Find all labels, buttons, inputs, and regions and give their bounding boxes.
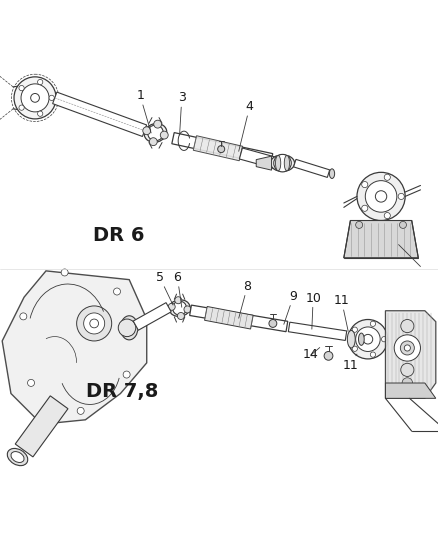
Text: DR 6: DR 6 — [92, 227, 144, 245]
Circle shape — [148, 125, 163, 141]
Circle shape — [402, 378, 413, 388]
Circle shape — [394, 335, 420, 361]
Polygon shape — [288, 322, 347, 341]
Circle shape — [14, 77, 56, 119]
Ellipse shape — [276, 156, 281, 171]
Circle shape — [384, 174, 390, 180]
Text: DR 7,8: DR 7,8 — [86, 382, 159, 401]
Polygon shape — [193, 136, 243, 161]
Circle shape — [365, 181, 397, 212]
Circle shape — [49, 95, 54, 101]
Circle shape — [381, 336, 387, 342]
Circle shape — [218, 146, 225, 152]
Polygon shape — [133, 303, 171, 330]
Polygon shape — [385, 383, 436, 398]
Circle shape — [143, 127, 151, 135]
Circle shape — [38, 79, 43, 85]
Circle shape — [175, 297, 182, 304]
Circle shape — [400, 341, 414, 355]
Circle shape — [324, 351, 333, 360]
Circle shape — [375, 191, 387, 202]
Text: 10: 10 — [305, 292, 321, 329]
Polygon shape — [293, 159, 330, 177]
Circle shape — [357, 172, 405, 221]
Text: 11: 11 — [343, 354, 358, 372]
Ellipse shape — [11, 451, 24, 463]
Text: 6: 6 — [173, 271, 182, 307]
Polygon shape — [15, 396, 68, 457]
Ellipse shape — [329, 169, 335, 179]
Text: 3: 3 — [178, 91, 186, 135]
Ellipse shape — [124, 320, 134, 335]
Circle shape — [274, 155, 291, 172]
Circle shape — [184, 306, 191, 313]
Text: 14: 14 — [303, 348, 320, 361]
Ellipse shape — [7, 448, 28, 466]
Circle shape — [118, 319, 136, 336]
Ellipse shape — [270, 155, 294, 172]
Circle shape — [90, 319, 99, 328]
Circle shape — [399, 221, 406, 229]
Text: 11: 11 — [334, 294, 350, 332]
Circle shape — [160, 131, 168, 139]
Ellipse shape — [120, 316, 138, 340]
Ellipse shape — [144, 124, 167, 142]
Circle shape — [168, 303, 175, 310]
Circle shape — [20, 313, 27, 320]
Circle shape — [356, 327, 380, 351]
Circle shape — [362, 205, 368, 211]
Circle shape — [398, 193, 404, 199]
Text: 5: 5 — [156, 271, 173, 305]
Ellipse shape — [284, 156, 290, 171]
Polygon shape — [240, 148, 277, 168]
Text: 1: 1 — [136, 89, 151, 133]
Circle shape — [356, 221, 363, 229]
Circle shape — [84, 313, 105, 334]
Circle shape — [21, 84, 49, 112]
Circle shape — [154, 120, 162, 128]
Circle shape — [77, 306, 112, 341]
Circle shape — [149, 138, 157, 146]
Circle shape — [363, 334, 373, 344]
Polygon shape — [172, 133, 273, 165]
Circle shape — [404, 345, 410, 351]
Text: 4: 4 — [239, 100, 254, 151]
Ellipse shape — [358, 333, 364, 345]
Circle shape — [348, 319, 388, 359]
Circle shape — [77, 407, 84, 414]
Circle shape — [123, 371, 130, 378]
Polygon shape — [53, 92, 147, 136]
Circle shape — [38, 111, 43, 116]
Text: 9: 9 — [284, 290, 297, 324]
Ellipse shape — [169, 300, 190, 317]
Circle shape — [113, 288, 120, 295]
Text: 8: 8 — [239, 280, 251, 318]
Circle shape — [28, 379, 35, 386]
Ellipse shape — [347, 330, 355, 348]
Polygon shape — [2, 271, 147, 424]
Circle shape — [352, 346, 357, 351]
Circle shape — [370, 352, 375, 357]
Circle shape — [19, 85, 24, 91]
Circle shape — [269, 319, 277, 327]
Circle shape — [31, 93, 39, 102]
Circle shape — [401, 364, 414, 376]
Circle shape — [352, 327, 357, 332]
Circle shape — [177, 312, 184, 319]
Polygon shape — [385, 311, 436, 398]
Circle shape — [19, 105, 24, 110]
Polygon shape — [256, 156, 272, 170]
Circle shape — [362, 182, 368, 188]
Circle shape — [173, 301, 187, 315]
Polygon shape — [344, 221, 418, 258]
Circle shape — [61, 269, 68, 276]
Circle shape — [401, 319, 414, 333]
Circle shape — [370, 321, 375, 326]
Polygon shape — [205, 306, 253, 329]
Circle shape — [384, 213, 390, 219]
Polygon shape — [190, 305, 288, 332]
